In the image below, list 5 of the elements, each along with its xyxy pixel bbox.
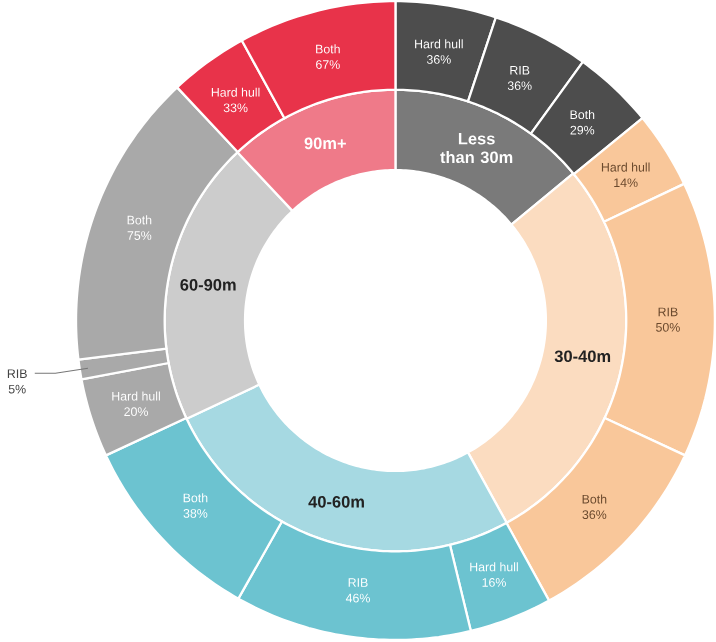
slice-label: Less than 30m [440,133,513,164]
slice-label: 60-90m [180,279,236,292]
slice-label: 90m+ [304,137,346,150]
slice-label: 40-60m [308,496,364,509]
slice-label: 30-40m [554,350,611,363]
